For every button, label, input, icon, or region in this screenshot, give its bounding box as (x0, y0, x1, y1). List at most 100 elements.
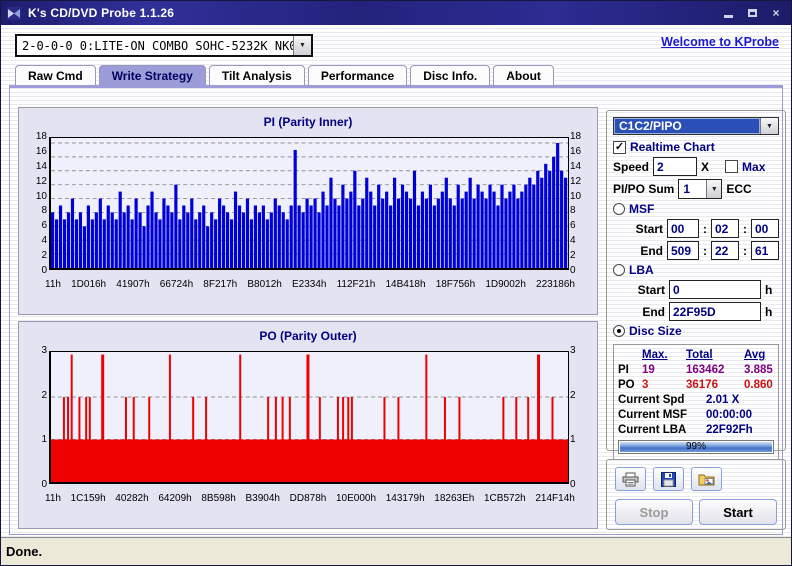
current-speed-value: 2.01 X (706, 394, 740, 406)
realtime-chart-checkbox[interactable]: ✓ (613, 140, 626, 154)
axis-tick-label: 11h (45, 279, 61, 290)
current-lba-row: Current LBA 22F92Fh (618, 424, 774, 436)
stats-pi-label: PI (618, 364, 629, 376)
max-speed-label: Max (742, 159, 766, 174)
progress-bar: 99% (618, 440, 774, 454)
title-bar: K's CD/DVD Probe 1.1.26 × (1, 1, 791, 25)
drive-selector[interactable]: 2-0-0-0 0:LITE-ON COMBO SOHC-5232K NK07 … (15, 34, 313, 57)
axis-tick-label: 2 (41, 389, 47, 401)
progress-bar-text: 99% (685, 441, 706, 452)
stats-header-max: Max. (642, 349, 668, 361)
axis-tick-label: 3 (570, 345, 576, 356)
axis-tick-label: DD878h (289, 493, 327, 504)
pi-chart-title: PI (Parity Inner) (263, 115, 353, 129)
axis-tick-label: 1CB572h (484, 493, 526, 504)
po-x-axis-labels: 11h 1C159h 40282h 64209h 8B598h B3904h DD878h 1… (45, 493, 575, 505)
max-speed-checkbox[interactable] (725, 160, 739, 173)
realtime-chart-row: ✓ Realtime Chart (613, 140, 779, 154)
axis-tick-label: B8012h (247, 279, 282, 290)
axis-tick-label: 14B418h (385, 279, 426, 290)
current-speed-row: Current Spd 2.01 X (618, 394, 774, 406)
axis-tick-label: 18F756h (435, 279, 476, 290)
axis-tick-label: 143179h (385, 493, 425, 504)
tab-disc-info[interactable]: Disc Info. (410, 65, 491, 86)
axis-tick-label: 1D9002h (485, 279, 526, 290)
tab-about[interactable]: About (493, 65, 554, 86)
scan-controls-group: C1C2/PIPO ▼ ✓ Realtime Chart Speed X Max… (606, 110, 786, 460)
action-buttons-group: Stop Start (606, 459, 786, 530)
pi-y-axis-labels-right: 18 16 14 12 10 8 6 4 2 0 (570, 131, 594, 276)
minimize-button[interactable] (721, 6, 735, 20)
tab-tilt-analysis[interactable]: Tilt Analysis (208, 65, 305, 86)
lba-label: LBA (629, 263, 654, 277)
image-folder-icon (698, 474, 715, 486)
lba-end-input[interactable] (669, 302, 761, 321)
snapshot-button[interactable] (691, 467, 722, 491)
axis-tick-label: 16 (570, 145, 582, 157)
print-button[interactable] (615, 467, 646, 491)
lba-start-row: Start h (627, 280, 779, 299)
main-panel: PI (Parity Inner) 18 16 14 12 10 8 6 4 2 0 18 16 14… (9, 85, 786, 535)
axis-tick-label: 16 (35, 145, 47, 157)
close-button[interactable]: × (772, 6, 780, 20)
lba-start-label: Start (637, 282, 665, 297)
tab-raw-cmd[interactable]: Raw Cmd (15, 65, 96, 86)
axis-tick-label: 8B598h (201, 493, 236, 504)
disc-size-radio[interactable] (613, 325, 625, 337)
msf-start-sec-input[interactable] (711, 219, 739, 238)
stats-pi-avg: 3.885 (744, 364, 773, 376)
maximize-button[interactable] (745, 6, 759, 20)
po-plot-area (49, 351, 569, 484)
tab-performance[interactable]: Performance (307, 65, 408, 86)
axis-tick-label: 6 (570, 220, 576, 232)
msf-start-label: Start (635, 221, 663, 236)
msf-end-sec-input[interactable] (711, 241, 739, 260)
stats-po-max: 3 (642, 379, 649, 391)
app-icon (7, 6, 21, 20)
msf-end-min-input[interactable] (667, 241, 699, 260)
icon-button-row (615, 467, 777, 491)
realtime-chart-label: Realtime Chart (630, 140, 715, 154)
msf-end-frame-input[interactable] (751, 241, 779, 260)
lba-end-hex-suffix: h (765, 304, 773, 319)
pipo-sum-combobox[interactable]: 1 ▼ (678, 179, 723, 199)
pi-plot-area (49, 137, 569, 270)
drive-selector-dropdown-button[interactable]: ▼ (293, 36, 311, 55)
pipo-sum-dropdown-button[interactable]: ▼ (706, 180, 722, 198)
stats-po-row: PO 3 36176 0.860 (618, 379, 774, 391)
tab-write-strategy[interactable]: Write Strategy (98, 65, 206, 86)
axis-tick-label: 8 (570, 205, 576, 217)
stop-button[interactable]: Stop (615, 499, 693, 525)
mode-combobox[interactable]: C1C2/PIPO ▼ (613, 117, 779, 135)
lba-radio-row: LBA (613, 263, 779, 277)
axis-tick-label: 18 (35, 131, 47, 142)
axis-tick-label: 8F217h (203, 279, 238, 290)
speed-input[interactable] (653, 157, 698, 176)
stats-pi-total: 163462 (686, 364, 725, 376)
axis-tick-label: 14 (35, 160, 47, 172)
mode-combobox-dropdown-button[interactable]: ▼ (760, 118, 778, 134)
msf-start-frame-input[interactable] (751, 219, 779, 238)
axis-tick-label: 1C159h (70, 493, 106, 504)
axis-tick-label: 10E000h (336, 493, 377, 504)
lba-start-input[interactable] (669, 280, 761, 299)
axis-tick-label: 14 (570, 160, 582, 172)
msf-radio[interactable] (613, 203, 625, 215)
pi-chart: PI (Parity Inner) 18 16 14 12 10 8 6 4 2 0 18 16 14… (18, 107, 598, 315)
msf-start-min-input[interactable] (667, 219, 699, 238)
po-chart: PO (Parity Outer) 3 2 1 0 3 2 1 0 11h 1C159h 402… (18, 321, 598, 529)
axis-tick-label: 12 (35, 175, 47, 187)
axis-tick-label: 1 (41, 434, 47, 446)
drive-selector-value: 2-0-0-0 0:LITE-ON COMBO SOHC-5232K NK07 (22, 38, 293, 53)
tab-bar: Raw Cmd Write Strategy Tilt Analysis Per… (15, 65, 554, 86)
welcome-link[interactable]: Welcome to KProbe (661, 35, 779, 49)
axis-tick-label: 18 (570, 131, 582, 142)
axis-tick-label: 66724h (159, 279, 194, 290)
axis-tick-label: 2 (570, 250, 576, 261)
start-button[interactable]: Start (699, 499, 777, 525)
axis-tick-label: 0 (570, 264, 576, 276)
current-msf-label: Current MSF (618, 409, 687, 421)
save-button[interactable] (653, 467, 684, 491)
lba-radio[interactable] (613, 264, 625, 276)
